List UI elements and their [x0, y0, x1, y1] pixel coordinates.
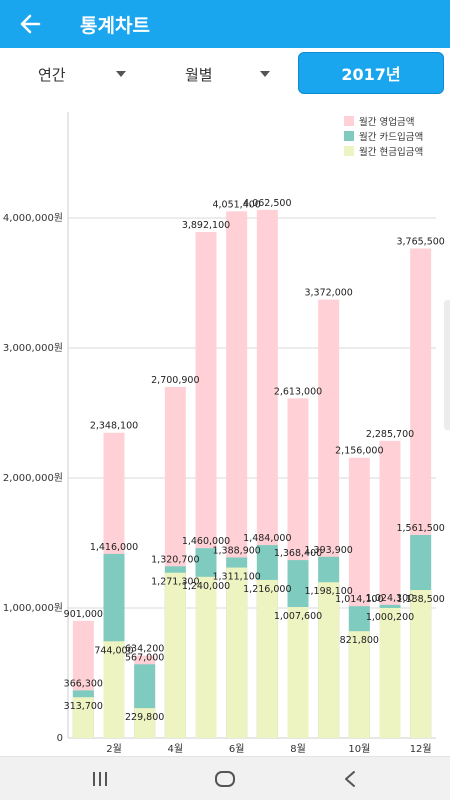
app-bar: 통계차트: [0, 0, 450, 48]
chart-area: 0 1,000,000원 2,000,000원 3,000,000원 4,000,000…: [0, 100, 450, 756]
year-button[interactable]: 2017년: [298, 52, 444, 94]
legend-swatch-card: [344, 131, 354, 141]
legend-swatch-sales: [344, 116, 354, 126]
data-label-card: 1,368,400: [274, 548, 322, 559]
bar-cash-9: [318, 582, 340, 738]
legend-label-sales: 월간 영업금액: [359, 116, 414, 128]
unit-dropdown-caret[interactable]: [252, 48, 272, 100]
system-nav-bar: [0, 756, 450, 800]
data-label-sales: 2,156,000: [335, 446, 383, 457]
y-tick-label: 1,000,000원: [3, 602, 63, 614]
x-tick-label: 4월: [168, 743, 184, 755]
data-label-card: 1,416,000: [90, 542, 138, 553]
data-label-sales: 3,372,000: [304, 288, 352, 299]
data-label-cash: 1,007,600: [274, 611, 322, 622]
home-button[interactable]: [195, 757, 255, 800]
data-label-cash: 1,271,300: [151, 577, 199, 588]
data-label-sales: 4,062,500: [243, 198, 291, 209]
period-dropdown[interactable]: 연간: [38, 48, 66, 100]
x-tick-label: 8월: [290, 743, 306, 755]
y-tick-label: 2,000,000원: [3, 472, 63, 484]
data-label-card: 1,320,700: [151, 554, 199, 565]
data-label-sales: 4,051,400: [212, 199, 260, 210]
data-label-sales: 2,613,000: [274, 386, 322, 397]
data-label-card: 366,300: [64, 678, 103, 689]
page-title: 통계차트: [80, 14, 150, 37]
x-tick-label: 2월: [106, 743, 122, 755]
stacked-bar-chart: 0 1,000,000원 2,000,000원 3,000,000원 4,000,000…: [3, 112, 445, 755]
data-label-cash: 1,216,000: [243, 584, 291, 595]
recent-apps-button[interactable]: [70, 757, 130, 800]
bar-cash-1: [72, 697, 94, 738]
back-button[interactable]: [0, 0, 60, 48]
period-dropdown-caret[interactable]: [108, 48, 128, 100]
legend-swatch-cash: [344, 146, 354, 156]
period-dropdown-value: 연간: [38, 65, 66, 84]
home-icon: [215, 771, 235, 787]
unit-dropdown-value: 월별: [185, 65, 213, 84]
data-label-cash: 821,800: [340, 635, 379, 646]
data-label-card: 1,484,000: [243, 533, 291, 544]
data-label-cash: 313,700: [64, 701, 103, 712]
arrow-left-icon: [20, 14, 41, 34]
data-label-cash: 744,000: [94, 645, 133, 656]
filter-bar: 연간 월별 2017년: [0, 48, 450, 100]
x-tick-label: 10월: [348, 743, 370, 755]
bar-cash-8: [287, 607, 309, 738]
data-label-card: 1,388,900: [212, 545, 260, 556]
data-label-sales: 2,285,700: [366, 429, 414, 440]
x-tick-label: 6월: [229, 743, 245, 755]
bar-cash-5: [195, 576, 217, 738]
recent-apps-icon: [93, 772, 107, 786]
data-label-cash: 1,138,500: [396, 594, 444, 605]
bar-cash-7: [256, 579, 278, 738]
data-label-sales: 901,000: [64, 609, 103, 620]
unit-dropdown[interactable]: 월별: [185, 48, 213, 100]
data-label-card: 567,000: [125, 652, 164, 663]
data-label-cash: 1,198,100: [304, 586, 352, 597]
data-label-sales: 3,892,100: [182, 220, 230, 231]
y-tick-label: 4,000,000원: [3, 212, 63, 224]
data-label-card: 1,460,000: [182, 536, 230, 547]
bar-cash-11: [379, 607, 401, 738]
data-label-cash: 1,240,000: [182, 581, 230, 592]
data-label-sales: 2,700,900: [151, 375, 199, 386]
nav-back-button[interactable]: [320, 757, 380, 800]
data-label-card: 1,014,100: [335, 594, 383, 605]
data-label-sales: 3,765,500: [396, 236, 444, 247]
chevron-down-icon: [116, 71, 126, 77]
scrollbar[interactable]: [444, 300, 450, 430]
chevron-down-icon: [260, 71, 270, 77]
y-tick-label: 0: [57, 733, 63, 744]
data-label-cash: 229,800: [125, 712, 164, 723]
bar-cash-12: [410, 589, 432, 738]
legend-label-cash: 월간 현금입금액: [359, 146, 423, 158]
bar-cash-6: [226, 567, 248, 738]
bar-cash-3: [134, 708, 156, 738]
y-tick-label: 3,000,000원: [3, 342, 63, 354]
data-label-sales: 634,200: [125, 644, 164, 655]
data-label-card: 1,561,500: [396, 523, 444, 534]
x-tick-label: 12월: [410, 743, 432, 755]
data-label-cash: 1,311,100: [212, 572, 260, 583]
back-icon: [345, 771, 355, 787]
data-label-card: 1,393,900: [304, 545, 352, 556]
bar-cash-4: [164, 572, 186, 738]
legend-label-card: 월간 카드입금액: [359, 131, 423, 143]
bar-cash-2: [103, 641, 125, 738]
data-label-cash: 1,000,200: [366, 612, 414, 623]
bar-cash-10: [348, 631, 370, 738]
data-label-sales: 2,348,100: [90, 421, 138, 432]
data-label-card: 1,024,300: [366, 593, 414, 604]
